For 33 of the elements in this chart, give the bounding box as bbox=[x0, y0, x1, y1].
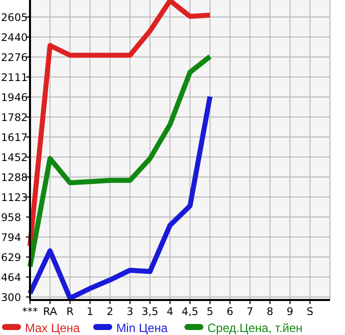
legend-label: Сред.Цена, т.йен bbox=[207, 321, 303, 335]
y-tick-label: 464 bbox=[1, 272, 22, 284]
x-tick-label: 4,5 bbox=[182, 306, 198, 318]
y-tick-label: 1782 bbox=[1, 112, 28, 124]
x-tick-label: S bbox=[306, 306, 314, 318]
y-tick-label: 2440 bbox=[1, 32, 28, 44]
y-tick-label: 2605 bbox=[1, 12, 28, 24]
legend-label: Min Цена bbox=[116, 321, 168, 335]
legend-label: Max Цена bbox=[25, 321, 80, 335]
x-tick-label: *** bbox=[22, 306, 38, 318]
x-tick-label: 3,5 bbox=[142, 306, 158, 318]
y-tick-label: 1617 bbox=[1, 132, 28, 144]
y-tick-label: 629 bbox=[1, 252, 22, 264]
x-tick-label: 2 bbox=[106, 306, 114, 318]
x-tick-label: RA bbox=[42, 306, 58, 318]
x-tick-label: R bbox=[66, 306, 74, 318]
y-tick-label: 2111 bbox=[1, 72, 28, 84]
x-tick-label: 6 bbox=[226, 306, 234, 318]
y-tick-label: 1288 bbox=[1, 172, 28, 184]
x-tick-label: 8 bbox=[266, 306, 274, 318]
x-tick-label: 5 bbox=[206, 306, 214, 318]
y-tick-label: 1946 bbox=[1, 92, 28, 104]
x-tick-label: 3 bbox=[126, 306, 134, 318]
y-tick-label: 794 bbox=[1, 232, 22, 244]
y-tick-label: 1123 bbox=[1, 192, 28, 204]
y-tick-label: 1452 bbox=[1, 152, 28, 164]
x-tick-label: 1 bbox=[86, 306, 94, 318]
y-tick-label: 2276 bbox=[1, 52, 28, 64]
x-tick-label: 4 bbox=[166, 306, 174, 318]
x-tick-label: 9 bbox=[286, 306, 294, 318]
y-tick-label: 958 bbox=[1, 212, 22, 224]
x-tick-label: 7 bbox=[246, 306, 254, 318]
y-tick-label: 300 bbox=[1, 292, 22, 304]
